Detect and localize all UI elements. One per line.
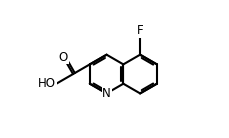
Text: N: N [102, 87, 110, 100]
Text: HO: HO [38, 77, 56, 90]
Text: F: F [136, 24, 143, 37]
Text: O: O [58, 51, 68, 64]
